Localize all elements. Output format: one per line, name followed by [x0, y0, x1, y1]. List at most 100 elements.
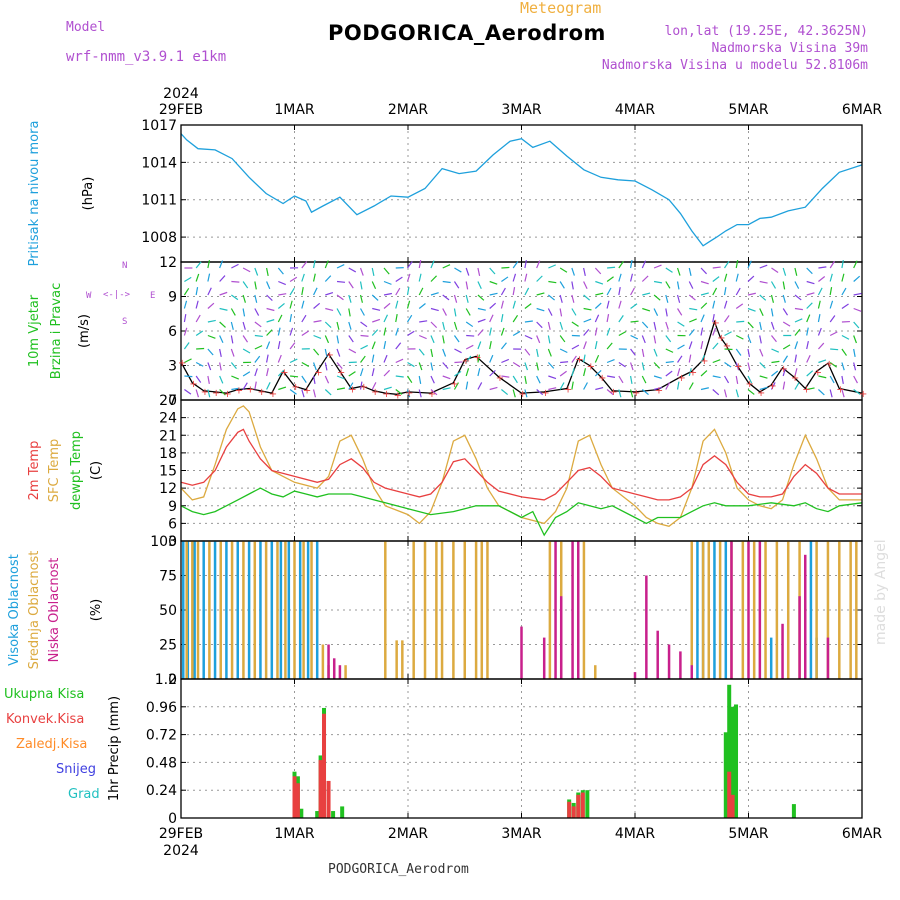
wind-barb	[372, 318, 381, 323]
bar-cloud_high	[713, 541, 716, 679]
bar-cloud_mid	[384, 541, 387, 679]
wind-point: +	[575, 355, 583, 366]
wind-barb	[324, 260, 329, 269]
bar-cloud_high	[724, 541, 728, 679]
wind-barb	[677, 308, 683, 316]
bar-cloud_mid	[463, 541, 466, 679]
wind-barb	[430, 335, 435, 344]
wind-barb	[618, 300, 622, 309]
y-tick-label: 9	[168, 290, 177, 306]
wind-barb	[301, 330, 309, 337]
wind-barb	[723, 300, 728, 309]
wind-point: +	[178, 358, 186, 369]
wind-barb	[254, 381, 257, 390]
bar-precip_conv	[567, 801, 572, 818]
wind-barb	[418, 334, 427, 340]
wind-barb	[806, 314, 811, 323]
wind-barb	[430, 260, 435, 269]
bar-cloud_mid	[284, 541, 287, 679]
wind-barb	[818, 389, 825, 396]
wind-barb	[301, 375, 307, 383]
y-tick-label: 0.72	[146, 728, 177, 744]
wind-barb	[395, 375, 404, 378]
wind-barb	[184, 276, 192, 283]
wind-barb	[219, 362, 222, 371]
wind-barb	[453, 321, 458, 330]
wind-barb	[677, 321, 685, 327]
bar-cloud_mid	[208, 541, 211, 679]
wind-barb	[642, 292, 651, 296]
legend-snow: Snijeg	[56, 762, 96, 777]
wind-barb	[418, 303, 426, 309]
wind-barb	[336, 335, 340, 344]
wind-barb	[454, 348, 462, 354]
wind-barb	[759, 264, 768, 269]
bar-cloud_mid	[219, 541, 222, 679]
wind-legend-w: W	[86, 291, 92, 301]
wind-barb	[230, 321, 234, 330]
wind-barb	[688, 281, 694, 289]
bar-cloud_mid	[855, 541, 858, 679]
wind-barb	[207, 334, 216, 339]
wind-barb	[442, 335, 445, 344]
wind-barb	[735, 287, 741, 296]
wind-barb	[771, 360, 780, 364]
wind-barb	[747, 389, 755, 395]
wind-barb	[536, 335, 541, 344]
wind-barb	[841, 348, 847, 356]
wind-barb	[336, 308, 342, 316]
bar-cloud_high	[193, 541, 196, 679]
wind-barb	[771, 370, 779, 377]
wind-barb	[818, 375, 827, 379]
wind-barb	[735, 273, 739, 282]
wind-barb	[442, 308, 447, 316]
wind-barb	[465, 321, 474, 328]
wind-barb	[442, 321, 446, 330]
wind-barb	[559, 370, 567, 377]
wind-barb	[219, 307, 228, 311]
wind-barb	[301, 287, 304, 296]
wind-barb	[653, 362, 661, 369]
wind-point: +	[655, 386, 663, 397]
wind-barb	[266, 382, 271, 390]
wind-barb	[524, 260, 527, 269]
wind-barb	[794, 354, 797, 363]
bar-cloud_low	[554, 541, 557, 679]
wind-barb	[219, 348, 222, 357]
wind-barb	[383, 292, 392, 296]
wind-barb	[407, 261, 413, 269]
wind-barb	[312, 362, 317, 371]
wind-barb	[583, 382, 588, 390]
wind-barb	[359, 381, 363, 390]
wind-barb	[571, 281, 574, 290]
wind-barb	[301, 314, 307, 323]
bar-cloud_low	[667, 644, 671, 679]
wind-barb	[700, 354, 705, 363]
wind-barb	[547, 335, 551, 344]
y-tick-label: 18	[159, 446, 177, 462]
wind-barb	[301, 361, 310, 367]
wind-barb	[747, 348, 751, 357]
wind-barb	[560, 361, 569, 364]
wind-barb	[618, 361, 626, 368]
wind-barb	[501, 389, 509, 395]
wind-barb	[195, 330, 204, 336]
wind-barb	[289, 287, 295, 296]
bar-cloud_mid	[741, 541, 745, 679]
bar-cloud_mid	[486, 541, 489, 679]
legend-graupel: Grad	[68, 787, 100, 802]
bar-cloud_low	[542, 637, 546, 679]
wind-barb	[277, 314, 283, 323]
wind-barb	[817, 342, 825, 350]
wind-point: +	[223, 389, 231, 400]
wind-barb	[266, 329, 273, 336]
wind-barb	[606, 300, 610, 309]
wind-barb	[700, 314, 705, 323]
wind-point: +	[723, 341, 731, 352]
bar-precip_conv	[295, 783, 300, 818]
bar-cloud_high	[236, 541, 239, 679]
wind-barb	[372, 307, 381, 311]
wind-barb	[606, 342, 613, 350]
wind-barb	[630, 303, 638, 309]
wind-barb	[242, 294, 246, 303]
